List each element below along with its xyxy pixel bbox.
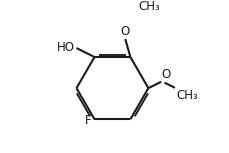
Text: HO: HO bbox=[56, 41, 74, 54]
Text: F: F bbox=[84, 114, 91, 127]
Text: CH₃: CH₃ bbox=[137, 0, 159, 13]
Text: O: O bbox=[120, 25, 129, 38]
Text: CH₃: CH₃ bbox=[175, 89, 197, 102]
Text: O: O bbox=[161, 68, 170, 81]
